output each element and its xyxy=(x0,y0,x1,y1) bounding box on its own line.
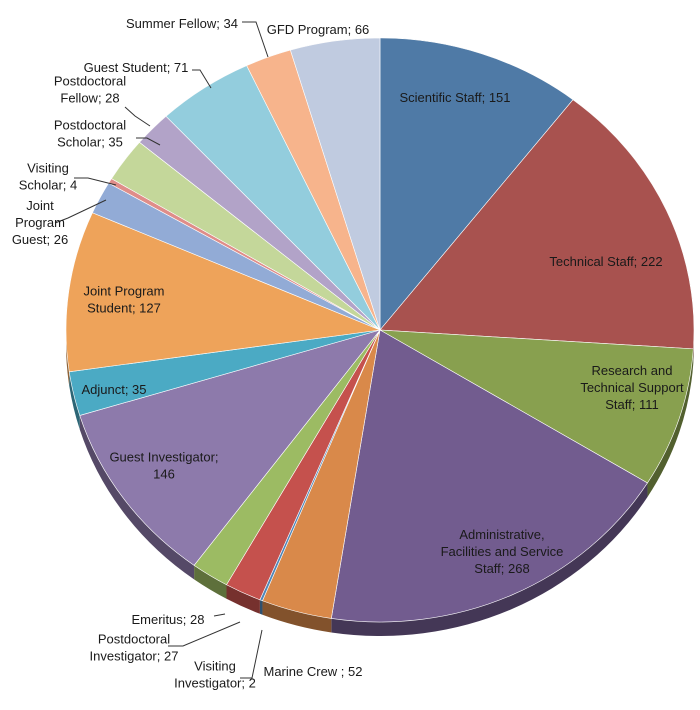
slice-label-gfd-program: GFD Program; 66 xyxy=(267,22,370,37)
slice-label-adjunct: Adjunct; 35 xyxy=(81,382,146,397)
slice-label-summer-fellow: Summer Fellow; 34 xyxy=(126,16,238,31)
leader-line-guest-student xyxy=(192,69,212,89)
slice-scientific-staff xyxy=(379,37,574,331)
slice-edge-postdoctoral-investigator xyxy=(226,584,260,614)
slice-label-visiting-scholar: Visiting Scholar; 4 xyxy=(19,161,78,193)
slice-label-marine-crew: Marine Crew ; 52 xyxy=(264,664,363,679)
slice-joint-program-student xyxy=(65,212,382,373)
slice-label-guest-investigator: Guest Investigator; 146 xyxy=(109,450,218,482)
leader-line-joint-program-guest xyxy=(54,199,107,224)
slice-edge-administrative-facilities-and-service-staff xyxy=(331,482,648,636)
pie-slices xyxy=(65,37,695,623)
leader-line-emeritus xyxy=(213,613,226,617)
leader-line-summer-fellow xyxy=(242,21,269,58)
slice-edge-marine-crew xyxy=(262,600,332,633)
leader-line-postdoctoral-fellow xyxy=(124,106,151,127)
slice-administrative-facilities-and-service-staff xyxy=(330,329,648,623)
slice-label-technical-staff: Technical Staff; 222 xyxy=(549,254,662,269)
slice-gfd-program xyxy=(290,37,381,331)
slice-label-postdoctoral-investigator: Postdoctoral Investigator; 27 xyxy=(90,632,179,664)
slice-edge-guest-investigator xyxy=(79,415,195,580)
slice-label-postdoctoral-scholar: Postdoctoral Scholar; 35 xyxy=(54,118,126,150)
slice-label-emeritus: Emeritus; 28 xyxy=(132,612,205,627)
slice-edge-research-and-technical-support-staff xyxy=(647,348,694,497)
slice-label-research-and-technical-support-staff: Research and Technical Support Staff; 111 xyxy=(580,363,684,412)
slice-label-guest-student: Guest Student; 71 xyxy=(84,60,189,75)
slice-label-joint-program-guest: Joint Program Guest; 26 xyxy=(12,198,68,247)
slice-label-scientific-staff: Scientific Staff; 151 xyxy=(399,90,510,105)
slice-research-and-technical-support-staff xyxy=(379,329,694,484)
slice-label-administrative-facilities-and-service-staff: Administrative, Facilities and Service Sta… xyxy=(441,527,564,576)
slice-labels: Scientific Staff; 151 Technical Staff; 22… xyxy=(12,16,684,691)
leader-line-postdoctoral-investigator xyxy=(168,621,241,647)
slice-technical-staff xyxy=(379,99,695,350)
slice-guest-investigator xyxy=(79,329,381,566)
slice-label-joint-program-student: Joint Program Student; 127 xyxy=(84,284,165,316)
leader-lines xyxy=(54,21,269,679)
leader-line-visiting-investigator xyxy=(240,629,263,679)
slice-edge-emeritus xyxy=(194,565,227,599)
leader-line-postdoctoral-scholar xyxy=(136,137,161,146)
leader-line-visiting-scholar xyxy=(74,177,117,186)
slice-label-visiting-investigator: Visiting Investigator; 2 xyxy=(174,659,256,691)
slice-label-postdoctoral-fellow: Postdoctoral Fellow; 28 xyxy=(54,74,126,106)
slice-edge-visiting-investigator xyxy=(259,599,263,615)
